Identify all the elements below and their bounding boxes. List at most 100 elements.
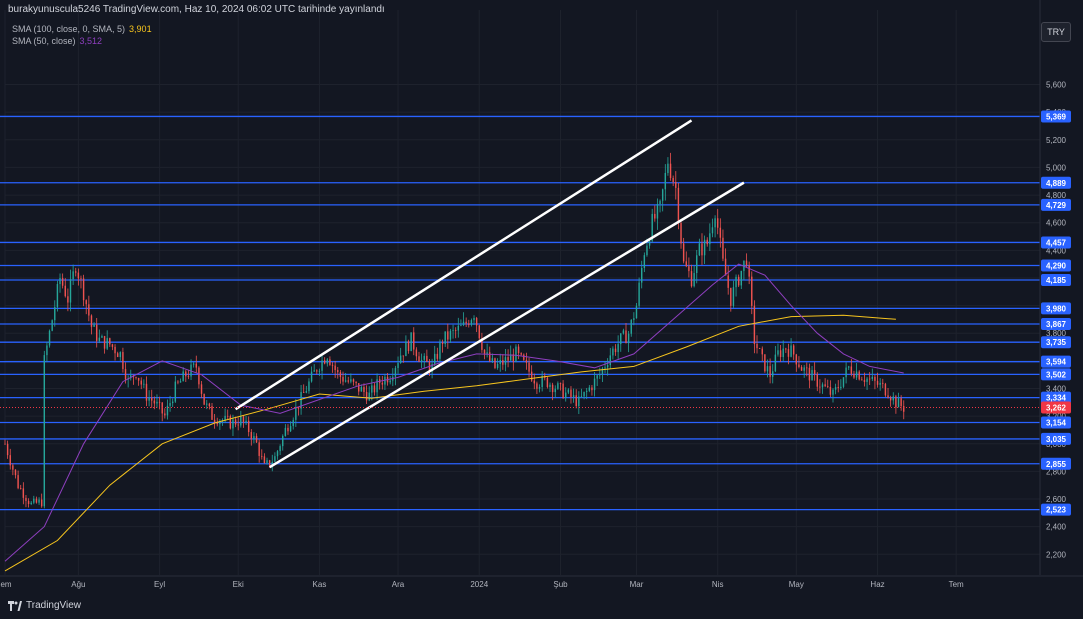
candle-body <box>735 276 737 288</box>
candle-body <box>677 187 680 224</box>
candle-body <box>549 384 551 387</box>
candle-body <box>562 383 564 398</box>
candle-body <box>103 336 106 349</box>
candle-body <box>418 356 420 362</box>
candle-body <box>470 320 473 326</box>
candle-body <box>656 204 659 219</box>
indicator-sma50[interactable]: SMA (50, close) 3,512 <box>12 36 102 46</box>
candle-body <box>384 376 386 385</box>
candle-body <box>350 379 352 382</box>
candle-body <box>690 271 693 287</box>
candle-body <box>93 324 95 327</box>
candle-body <box>827 386 829 388</box>
candle-body <box>426 355 428 362</box>
candle-body <box>635 305 638 319</box>
candle-body <box>431 363 433 372</box>
indicator-sma100-value: 3,901 <box>129 24 152 34</box>
candle-body <box>135 377 137 378</box>
candle-body <box>627 333 630 344</box>
candle-body <box>672 177 674 183</box>
indicator-sma50-label: SMA (50, close) <box>12 36 76 46</box>
candle-body <box>329 359 331 365</box>
currency-button[interactable]: TRY <box>1041 22 1071 42</box>
level-label-bg <box>1041 259 1071 272</box>
candle-body <box>355 381 357 384</box>
y-tick-label: 5,000 <box>1046 163 1067 172</box>
candle-body <box>882 382 884 384</box>
candle-body <box>6 443 9 456</box>
candle-body <box>714 218 716 228</box>
candle-body <box>179 381 182 383</box>
candle-body <box>764 354 766 372</box>
candle-body <box>30 502 32 505</box>
candle-body <box>491 358 494 361</box>
candle-body <box>599 374 601 376</box>
candle-body <box>638 282 640 306</box>
candle-body <box>743 260 745 271</box>
candle-body <box>654 213 656 219</box>
candle-body <box>234 419 237 425</box>
candle-body <box>701 243 703 256</box>
candle-body <box>795 354 798 365</box>
candle-body <box>156 401 158 404</box>
moving-averages <box>4 263 904 572</box>
y-tick-label: 5,600 <box>1046 81 1067 90</box>
candle-body <box>402 355 404 357</box>
indicator-sma100[interactable]: SMA (100, close, 0, SMA, 5) 3,901 <box>12 24 152 34</box>
tradingview-brand[interactable]: TradingView <box>8 600 81 611</box>
channel-line <box>269 181 745 469</box>
candle-body <box>868 378 871 380</box>
candle-body <box>889 397 892 401</box>
candle-body <box>90 315 93 327</box>
candle-body <box>512 354 515 362</box>
candle-body <box>54 307 56 321</box>
candle-body <box>101 336 103 338</box>
candle-body <box>661 189 664 201</box>
candle-body <box>753 305 756 344</box>
candle-body <box>748 265 750 277</box>
candle-body <box>124 368 127 380</box>
level-label: 4,889 <box>1046 179 1067 188</box>
candle-body <box>806 367 808 369</box>
candle-body <box>648 240 651 246</box>
candle-body <box>703 239 706 256</box>
candle-body <box>473 317 475 321</box>
candle-body <box>824 384 826 387</box>
candle-body <box>305 391 308 393</box>
channel-line <box>234 119 693 411</box>
candle-body <box>816 374 818 387</box>
candle-body <box>745 260 748 266</box>
candle-body <box>153 400 156 404</box>
candle-body <box>609 355 611 366</box>
candle-body <box>274 456 276 462</box>
candle-body <box>88 304 90 316</box>
candle-body <box>143 383 145 385</box>
candle-body <box>56 284 59 308</box>
level-label-bg <box>1041 355 1071 368</box>
candle-body <box>219 420 221 425</box>
candle-body <box>462 321 465 326</box>
candle-body <box>541 375 543 388</box>
candle-body <box>593 378 596 391</box>
candle-body <box>441 342 444 345</box>
candle-body <box>520 353 522 355</box>
candle-body <box>787 349 790 357</box>
candle-body <box>59 278 61 285</box>
sma50-line <box>4 263 904 562</box>
candle-body <box>279 446 281 452</box>
candle-body <box>420 359 423 362</box>
level-label: 3,334 <box>1046 394 1067 403</box>
candle-body <box>596 375 598 379</box>
candle-body <box>538 387 541 389</box>
candle-body <box>151 397 153 401</box>
candle-body <box>77 272 80 279</box>
candle-body <box>394 368 397 377</box>
level-label: 3,594 <box>1046 358 1067 367</box>
candle-body <box>447 331 449 340</box>
candle-body <box>237 424 239 426</box>
candle-body <box>247 420 250 433</box>
publish-header: burakyunuscula5246 TradingView.com, Haz … <box>8 4 385 15</box>
level-label-bg <box>1041 391 1071 404</box>
candle-body <box>601 368 604 375</box>
